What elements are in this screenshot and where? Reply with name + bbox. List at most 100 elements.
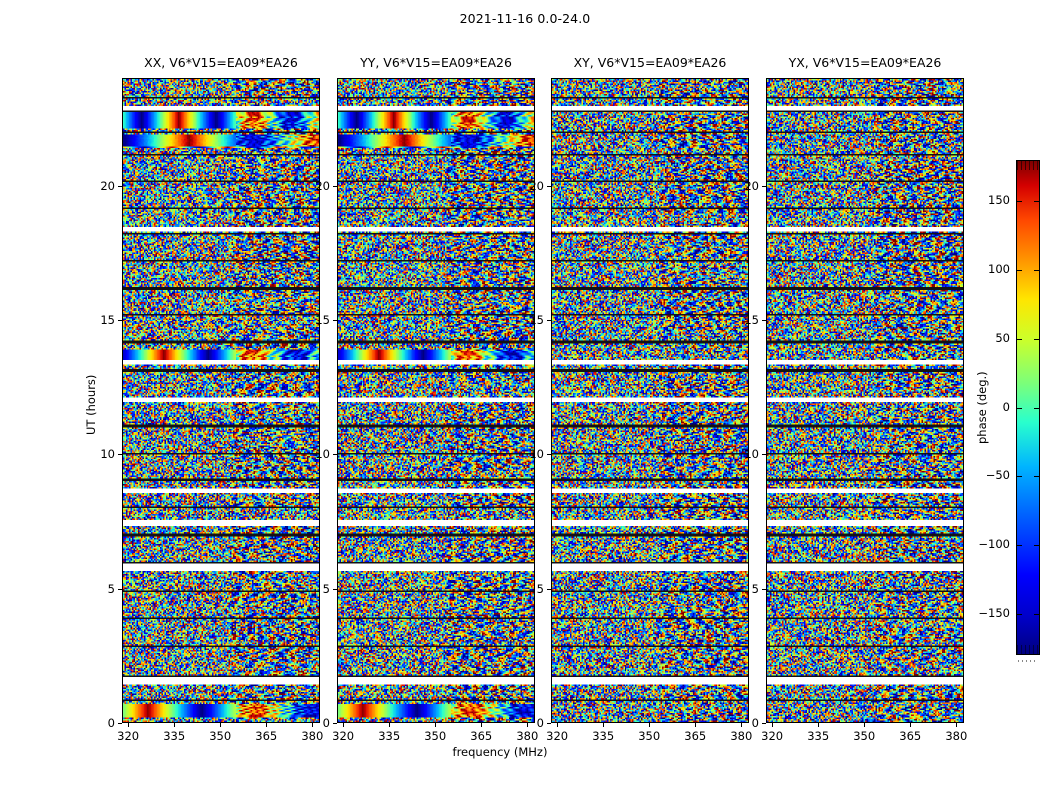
x-tick-label: 380 [516,729,539,743]
colorbar-tick-label: 100 [988,262,1010,276]
colorbar-tick [1034,545,1039,546]
y-tick-label: 15 [744,312,759,327]
y-tick [547,454,551,456]
y-tick-label: 20 [744,178,759,193]
x-tick [435,723,437,727]
y-tick-label: 15 [315,312,330,327]
x-tick-label: 365 [255,729,278,743]
y-tick [547,319,551,321]
x-tick [389,723,391,727]
y-axis-title: UT (hours) [84,374,98,435]
x-tick-label: 335 [163,729,186,743]
x-tick-label: 365 [684,729,707,743]
y-tick [333,185,337,187]
y-tick [547,723,551,724]
colorbar-tick [1017,201,1022,203]
colorbar-tick [1017,545,1022,546]
colorbar-tick-label: 150 [988,193,1010,208]
y-tick [333,454,337,456]
y-tick [762,723,766,724]
x-tick [910,723,912,727]
x-tick [772,723,774,727]
colorbar-tick [1017,476,1022,478]
x-tick [864,723,866,727]
y-tick-label: 20 [100,178,115,193]
y-tick-label: 15 [529,312,544,327]
waterfall-raster [338,79,534,722]
x-tick [649,723,651,727]
colorbar-end-cap [1017,645,1039,654]
x-tick [343,723,345,727]
x-tick [741,723,743,727]
y-tick-label: 5 [751,581,759,596]
panel-title-yx: YX, V6*V15=EA09*EA26 [788,55,942,70]
panel-title-xy: XY, V6*V15=EA09*EA26 [573,55,727,70]
colorbar-tick [1017,407,1022,409]
y-tick [762,185,766,187]
x-tick-label: 335 [592,729,615,743]
panel-title-yy: YY, V6*V15=EA09*EA26 [360,55,512,70]
x-tick-label: 365 [899,729,922,743]
colorbar-tick [1017,270,1022,271]
colorbar-tick [1017,338,1022,340]
colorbar-gradient [1017,161,1039,654]
y-tick [762,588,766,590]
x-tick-label: 320 [332,729,355,743]
y-tick-label: 5 [107,581,115,596]
x-tick-label: 320 [761,729,784,743]
y-tick [118,454,122,456]
x-tick-label: 365 [470,729,493,743]
waterfall-raster [123,79,319,722]
colorbar-tick-label: 0 [1002,399,1010,414]
x-tick-label: 380 [945,729,968,743]
y-tick-label: 10 [100,447,115,462]
colorbar[interactable] [1016,160,1040,655]
x-tick [527,723,529,727]
waterfall-panel-yy[interactable] [337,78,535,723]
y-tick-label: 0 [536,716,544,730]
y-tick [333,723,337,724]
colorbar-end-cap [1017,161,1039,170]
colorbar-tick-label: 50 [995,330,1010,345]
y-tick-label: 20 [529,178,544,193]
x-tick [174,723,176,727]
y-tick-label: 15 [100,312,115,327]
y-tick [118,723,122,724]
waterfall-panel-yx[interactable] [766,78,964,723]
colorbar-tick-label: −100 [978,537,1010,551]
x-tick [956,723,958,727]
y-tick-label: 20 [315,178,330,193]
y-tick-label: 0 [107,716,115,730]
x-tick [128,723,130,727]
y-tick [118,185,122,187]
y-tick-label: 10 [529,447,544,462]
y-tick [333,319,337,321]
colorbar-tick [1017,613,1022,615]
x-tick [220,723,222,727]
x-tick-label: 380 [730,729,753,743]
x-tick [818,723,820,727]
x-axis-title: frequency (MHz) [452,745,548,759]
colorbar-tick [1034,476,1039,478]
y-tick-label: 10 [744,447,759,462]
colorbar-tick [1034,338,1039,340]
colorbar-tick-label: −150 [978,605,1010,620]
colorbar-tick [1034,270,1039,271]
x-tick-label: 350 [209,729,232,743]
x-tick [481,723,483,727]
waterfall-panel-xx[interactable] [122,78,320,723]
y-tick [547,185,551,187]
x-tick-label: 350 [853,729,876,743]
x-tick-label: 350 [638,729,661,743]
x-tick [266,723,268,727]
waterfall-raster [552,79,748,722]
y-tick-label: 0 [751,716,759,730]
x-tick [603,723,605,727]
waterfall-panel-xy[interactable] [551,78,749,723]
y-tick [118,319,122,321]
figure-suptitle: 2021-11-16 0.0-24.0 [459,11,591,26]
y-tick-label: 0 [322,716,330,730]
x-tick-label: 380 [301,729,324,743]
colorbar-title: phase (deg.) [975,370,989,444]
